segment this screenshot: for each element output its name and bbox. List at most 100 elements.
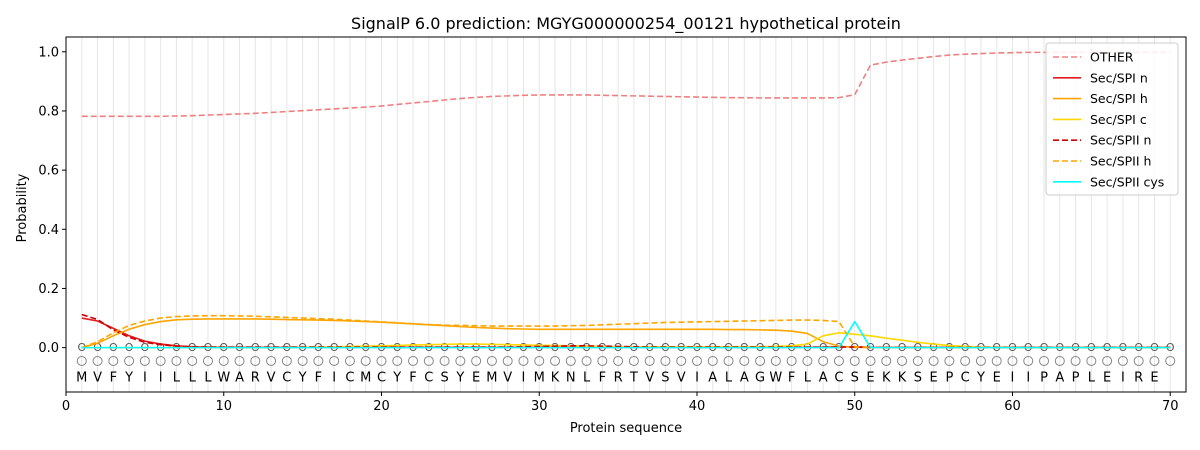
residue-label: V xyxy=(267,371,276,386)
region-marker xyxy=(1086,355,1097,366)
residue-label: I xyxy=(1011,371,1015,386)
y-tick-label: 0.8 xyxy=(38,104,59,119)
legend-entry: OTHER xyxy=(1090,50,1134,65)
region-marker xyxy=(281,355,292,366)
region-marker xyxy=(1007,355,1018,366)
residue-label: P xyxy=(945,371,953,386)
region-marker xyxy=(486,355,497,366)
region-marker xyxy=(660,355,671,366)
residue-label: L xyxy=(173,371,181,386)
region-marker xyxy=(1070,355,1081,366)
residue-label: V xyxy=(503,371,512,386)
legend-entry: Sec/SPII h xyxy=(1090,154,1151,169)
region-marker xyxy=(897,355,908,366)
series-line xyxy=(81,320,1171,349)
residue-label: M xyxy=(486,371,497,386)
region-marker xyxy=(455,355,466,366)
region-marker-label: O xyxy=(1166,341,1175,354)
region-marker xyxy=(1023,355,1034,366)
region-marker xyxy=(676,355,687,366)
region-marker xyxy=(313,355,324,366)
y-tick-label: 0.6 xyxy=(38,164,59,179)
legend-entry: Sec/SPI h xyxy=(1090,91,1148,106)
region-marker xyxy=(928,355,939,366)
residue-label: R xyxy=(614,371,623,386)
residue-label: E xyxy=(866,371,874,386)
region-marker xyxy=(376,355,387,366)
residue-label: R xyxy=(251,371,260,386)
residue-label: E xyxy=(993,371,1001,386)
series-line xyxy=(81,332,1171,349)
residue-label: I xyxy=(1026,371,1030,386)
region-marker xyxy=(865,355,876,366)
residue-label: F xyxy=(599,371,606,386)
residue-label: E xyxy=(472,371,480,386)
chart-title: SignalP 6.0 prediction: MGYG000000254_00… xyxy=(351,14,901,34)
residue-label: I xyxy=(332,371,336,386)
legend: OTHER Sec/SPI n Sec/SPI h Sec/SPI c Sec/SPII… xyxy=(1045,42,1179,196)
residue-label: S xyxy=(914,371,922,386)
region-marker xyxy=(139,355,150,366)
residue-label: A xyxy=(819,371,828,386)
region-marker xyxy=(613,355,624,366)
region-marker xyxy=(187,355,198,366)
region-marker xyxy=(250,355,261,366)
x-tick-label: 10 xyxy=(215,399,232,414)
series-line xyxy=(81,314,1171,349)
series-line xyxy=(81,317,1171,349)
residue-label: R xyxy=(1134,371,1143,386)
region-marker xyxy=(155,355,166,366)
region-marker xyxy=(944,355,955,366)
residue-label: F xyxy=(315,371,322,386)
region-marker xyxy=(786,355,797,366)
x-tick-label: 0 xyxy=(62,399,70,414)
x-tick-label: 20 xyxy=(373,399,390,414)
residue-label: L xyxy=(1088,371,1096,386)
legend-entry: Sec/SPI n xyxy=(1090,70,1148,85)
residue-label: L xyxy=(204,371,212,386)
region-marker xyxy=(1117,355,1128,366)
residue-label: I xyxy=(522,371,526,386)
region-marker xyxy=(1133,355,1144,366)
region-marker xyxy=(912,355,923,366)
residue-label: W xyxy=(217,371,230,386)
series-line xyxy=(81,51,1171,118)
residue-label: P xyxy=(1072,371,1080,386)
region-marker xyxy=(534,355,545,366)
region-marker xyxy=(597,355,608,366)
grid-layer xyxy=(81,37,1171,392)
residue-label: S xyxy=(661,371,669,386)
residue-label: E xyxy=(1103,371,1111,386)
residue-label: C xyxy=(282,371,291,386)
region-marker xyxy=(1102,355,1113,366)
region-marker xyxy=(1054,355,1065,366)
residue-label: V xyxy=(677,371,686,386)
region-marker xyxy=(802,355,813,366)
residue-label: I xyxy=(159,371,163,386)
legend-entry: Sec/SPI c xyxy=(1090,112,1147,127)
region-marker xyxy=(344,355,355,366)
residue-label: L xyxy=(189,371,197,386)
region-marker xyxy=(108,355,119,366)
region-marker xyxy=(644,355,655,366)
x-tick-label: 60 xyxy=(1004,399,1021,414)
region-marker xyxy=(849,355,860,366)
region-marker xyxy=(960,355,971,366)
residue-label: Y xyxy=(298,371,307,386)
region-marker xyxy=(770,355,781,366)
x-tick-label: 50 xyxy=(846,399,863,414)
residue-label: C xyxy=(834,371,843,386)
residue-label: M xyxy=(76,371,87,386)
residue-label: L xyxy=(583,371,591,386)
residue-label: M xyxy=(534,371,545,386)
residue-label: C xyxy=(345,371,354,386)
region-marker xyxy=(723,355,734,366)
region-marker xyxy=(439,355,450,366)
residue-label: E xyxy=(929,371,937,386)
region-marker xyxy=(502,355,513,366)
residue-label: M xyxy=(360,371,371,386)
residue-label: L xyxy=(725,371,733,386)
